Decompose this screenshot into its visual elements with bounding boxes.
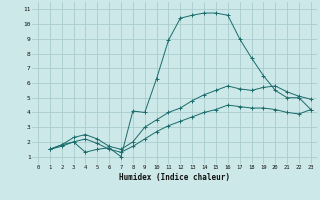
X-axis label: Humidex (Indice chaleur): Humidex (Indice chaleur)	[119, 173, 230, 182]
